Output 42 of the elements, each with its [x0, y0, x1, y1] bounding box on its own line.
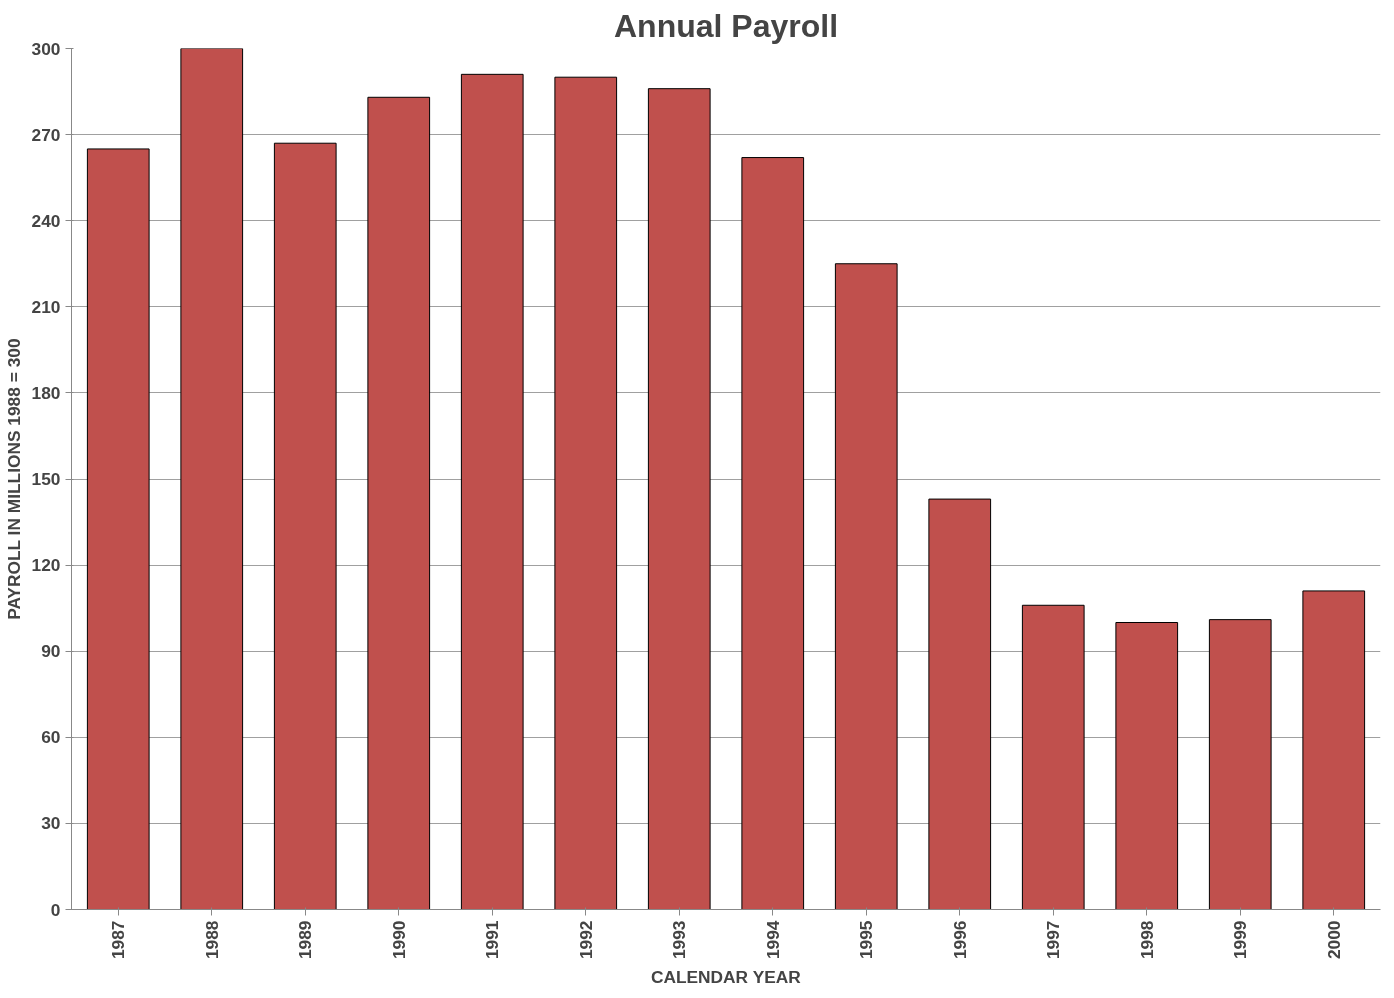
x-tick-label: 1999 [1230, 920, 1251, 960]
y-tick-label: 150 [31, 469, 61, 489]
x-tick-label: 1991 [482, 920, 503, 960]
x-tick-label: 1987 [108, 920, 129, 960]
y-tick-label: 210 [31, 296, 61, 317]
chart-title: Annual Payroll [613, 7, 839, 44]
bar [834, 263, 898, 910]
bar [1208, 619, 1272, 910]
y-tick-label: 120 [31, 555, 61, 576]
bar [180, 48, 244, 910]
x-tick-label: 1988 [201, 920, 222, 960]
bar [1302, 590, 1366, 910]
y-tick-label: 60 [41, 727, 61, 748]
x-tick-label: 1996 [949, 920, 970, 960]
bar [554, 76, 618, 910]
x-tick-label: 1989 [295, 920, 316, 960]
bar [741, 157, 805, 910]
x-tick-label: 1997 [1043, 920, 1064, 960]
x-tick-label: 1993 [669, 920, 690, 960]
bar [647, 88, 711, 910]
y-tick-label: 0 [50, 899, 61, 920]
bar [367, 96, 431, 910]
y-axis-title: PAYROLL IN MILLIONS 1988 = 300 [3, 338, 24, 620]
x-tick-label: 1994 [762, 920, 783, 960]
bar [460, 73, 524, 910]
x-tick-label: 1995 [856, 920, 877, 960]
x-axis-title: CALENDAR YEAR [650, 967, 802, 988]
bar [1115, 622, 1179, 910]
y-tick-label: 300 [31, 38, 61, 59]
bar [273, 142, 337, 910]
y-tick-label: 30 [41, 813, 61, 834]
x-tick-label: 2000 [1323, 920, 1344, 960]
y-tick-label: 180 [31, 382, 61, 403]
bar [928, 498, 992, 910]
y-tick-label: 270 [31, 124, 61, 145]
x-tick-label: 1998 [1136, 920, 1157, 960]
y-tick-label: 240 [31, 210, 61, 231]
x-tick-label: 1992 [575, 920, 596, 960]
bar [86, 148, 150, 910]
bar [1021, 604, 1085, 910]
y-tick-label: 90 [41, 641, 61, 662]
x-tick-label: 1990 [388, 920, 409, 960]
